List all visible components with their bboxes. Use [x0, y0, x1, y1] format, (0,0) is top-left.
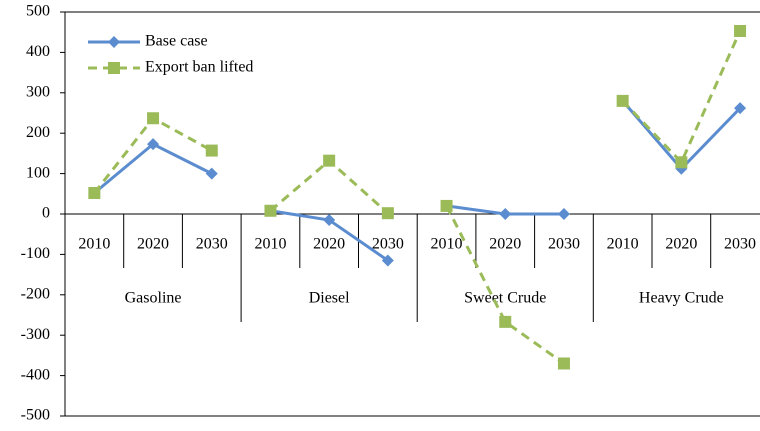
point: [616, 94, 629, 107]
x-tick-label: 2030: [724, 236, 756, 253]
x-tick-label: 2030: [548, 236, 580, 253]
y-tick-label: 400: [26, 43, 50, 60]
series-line: [269, 158, 389, 215]
group-label: Diesel: [309, 290, 350, 307]
x-tick-label: 2020: [313, 236, 345, 253]
y-tick-label: 0: [42, 205, 50, 222]
x-tick-label: 2030: [372, 236, 404, 253]
point: [734, 102, 747, 115]
point: [323, 214, 336, 227]
legend-marker: [108, 62, 120, 74]
point: [147, 112, 160, 125]
y-tick-label: 300: [26, 83, 50, 100]
point: [557, 357, 570, 370]
point: [675, 156, 688, 169]
x-tick-label: 2010: [607, 236, 639, 253]
y-tick-label: -200: [21, 285, 50, 302]
x-tick-label: 2010: [78, 236, 110, 253]
series-line: [445, 205, 565, 365]
point: [381, 254, 394, 267]
legend-marker: [108, 36, 120, 48]
point: [440, 199, 453, 212]
point: [381, 207, 394, 220]
point: [734, 24, 747, 37]
point: [323, 154, 336, 167]
point: [264, 204, 277, 217]
y-tick-label: 200: [26, 124, 50, 141]
y-tick-label: -300: [21, 326, 50, 343]
x-tick-label: 2020: [489, 236, 521, 253]
point: [147, 138, 160, 151]
y-tick-label: 100: [26, 164, 50, 181]
legend-label: Export ban lifted: [145, 59, 253, 76]
x-tick-label: 2020: [137, 236, 169, 253]
point: [499, 315, 512, 328]
y-tick-label: 500: [26, 3, 50, 20]
group-label: Heavy Crude: [639, 290, 724, 307]
group-label: Gasoline: [125, 290, 182, 307]
series-line: [621, 30, 742, 165]
y-tick-label: -400: [21, 366, 50, 383]
x-tick-label: 2010: [254, 236, 286, 253]
y-tick-label: -100: [21, 245, 50, 262]
legend-label: Base case: [145, 33, 208, 50]
point: [205, 144, 218, 157]
series-line: [93, 116, 213, 194]
x-tick-label: 2030: [196, 236, 228, 253]
point: [557, 208, 570, 220]
x-tick-label: 2010: [431, 236, 463, 253]
x-tick-label: 2020: [665, 236, 697, 253]
y-tick-label: -500: [21, 407, 50, 424]
point: [88, 186, 101, 199]
point: [499, 208, 512, 220]
point: [205, 167, 218, 180]
group-label: Sweet Crude: [464, 290, 546, 307]
